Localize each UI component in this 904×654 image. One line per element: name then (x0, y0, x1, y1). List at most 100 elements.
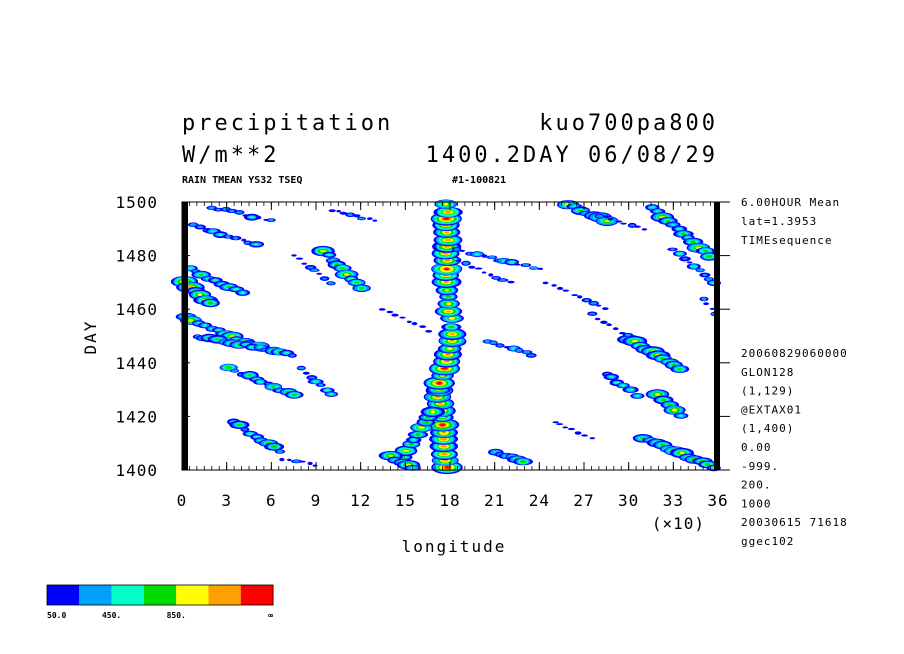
colorbar-swatch (208, 585, 241, 605)
x-tick-label: 3 (221, 491, 232, 510)
colorbar-swatch (176, 585, 209, 605)
rain-cell (641, 228, 648, 231)
rain-cell (489, 341, 497, 345)
y-tick-label: 1500 (115, 193, 158, 212)
title-run: kuo700pa800 (539, 111, 718, 136)
rain-streak (192, 333, 297, 358)
x-tick-label: 27 (573, 491, 594, 510)
x-tick-label: 12 (350, 491, 371, 510)
rain-streak (594, 213, 648, 231)
rain-streak (617, 334, 690, 374)
side-info-line: TIMEsequence (741, 234, 832, 247)
x-tick-label: 9 (311, 491, 322, 510)
rain-cell (703, 302, 709, 306)
rain-cell (233, 287, 240, 291)
rain-cell (399, 316, 406, 319)
rain-cell (468, 265, 476, 269)
rain-cell (676, 227, 683, 231)
rain-cell (291, 254, 297, 257)
rain-cell (600, 320, 608, 324)
rain-cell (514, 263, 521, 266)
x-multiplier: (×10) (652, 514, 705, 533)
rain-cell (207, 301, 214, 305)
rain-cell (552, 421, 559, 424)
rain-cell (212, 279, 218, 282)
rain-streak (601, 371, 645, 399)
title-variable: precipitation (182, 111, 393, 136)
rain-cell (608, 375, 614, 378)
side-info-line: 0.00 (741, 441, 772, 454)
rain-cell (551, 284, 557, 287)
side-info-line: @EXTAX01 (741, 403, 802, 416)
rain-cell (446, 310, 451, 313)
rain-cell (499, 279, 506, 282)
rain-cell (215, 329, 222, 332)
rain-cell (686, 261, 693, 264)
rain-cell (367, 217, 373, 221)
rain-cell (446, 347, 454, 351)
rain-cell (347, 213, 353, 217)
rain-cell (198, 273, 204, 276)
rain-cell (443, 217, 450, 220)
rain-cell (493, 276, 500, 279)
side-info-line: (1,400) (741, 422, 794, 435)
side-info-line: ggec102 (741, 535, 794, 548)
rain-cell (488, 273, 494, 277)
rain-cell (633, 225, 641, 228)
rain-cell (660, 398, 667, 402)
rain-cell (231, 369, 239, 373)
rain-cell (197, 293, 203, 297)
rain-cell (270, 445, 278, 449)
rain-cell (417, 426, 425, 429)
rain-cell (629, 224, 636, 227)
rain-cell (445, 353, 451, 356)
y-tick-label: 1420 (115, 407, 158, 426)
rain-cell (449, 339, 455, 342)
side-info-line: 20030615 71618 (741, 516, 848, 529)
rain-cell (295, 257, 304, 260)
rain-cell (443, 280, 449, 284)
rain-cell (666, 403, 673, 407)
title-units: W/m**2 (182, 143, 279, 168)
rain-cell (443, 360, 450, 363)
rain-cell (508, 260, 515, 264)
rain-streak (296, 365, 339, 397)
rain-cell (562, 289, 570, 292)
colorbar-label: 50.0 (47, 611, 66, 620)
rain-cell (444, 210, 452, 214)
rain-cell (318, 383, 323, 387)
rain-cell (654, 393, 661, 396)
rain-cell (507, 280, 515, 284)
side-info-line: 200. (741, 479, 772, 492)
rain-cell (268, 218, 274, 222)
rain-cell (680, 232, 687, 236)
rain-cell (411, 322, 418, 326)
rain-cell (247, 374, 253, 377)
colorbar-swatch (111, 585, 144, 605)
rain-cell (562, 426, 569, 429)
rain-cell (246, 432, 254, 436)
rain-cell (327, 282, 335, 285)
rain-cell (308, 376, 316, 379)
rain-cell (567, 427, 576, 431)
plot-area: 0 3 6 9 12 15 18 21 24 27 30 33 36 14001420144014601… (115, 193, 730, 510)
rain-cell (463, 261, 469, 265)
rain-cell (271, 385, 276, 389)
rain-cell (679, 451, 685, 455)
rain-cell (289, 354, 295, 357)
rain-cell (556, 286, 564, 290)
rain-streak (291, 254, 336, 286)
rain-cell (670, 223, 676, 226)
rain-cell (316, 272, 323, 275)
rain-cell (607, 217, 614, 221)
rain-cell (444, 267, 450, 271)
rain-cell (283, 352, 290, 354)
rain-cell (537, 267, 544, 270)
colorbar-swatch (240, 585, 274, 605)
rain-cell (202, 324, 207, 327)
rain-cell (620, 222, 627, 225)
rain-streak (455, 259, 515, 284)
rain-cell (455, 259, 462, 262)
rain-cell (527, 354, 535, 357)
rain-cell (324, 388, 331, 392)
